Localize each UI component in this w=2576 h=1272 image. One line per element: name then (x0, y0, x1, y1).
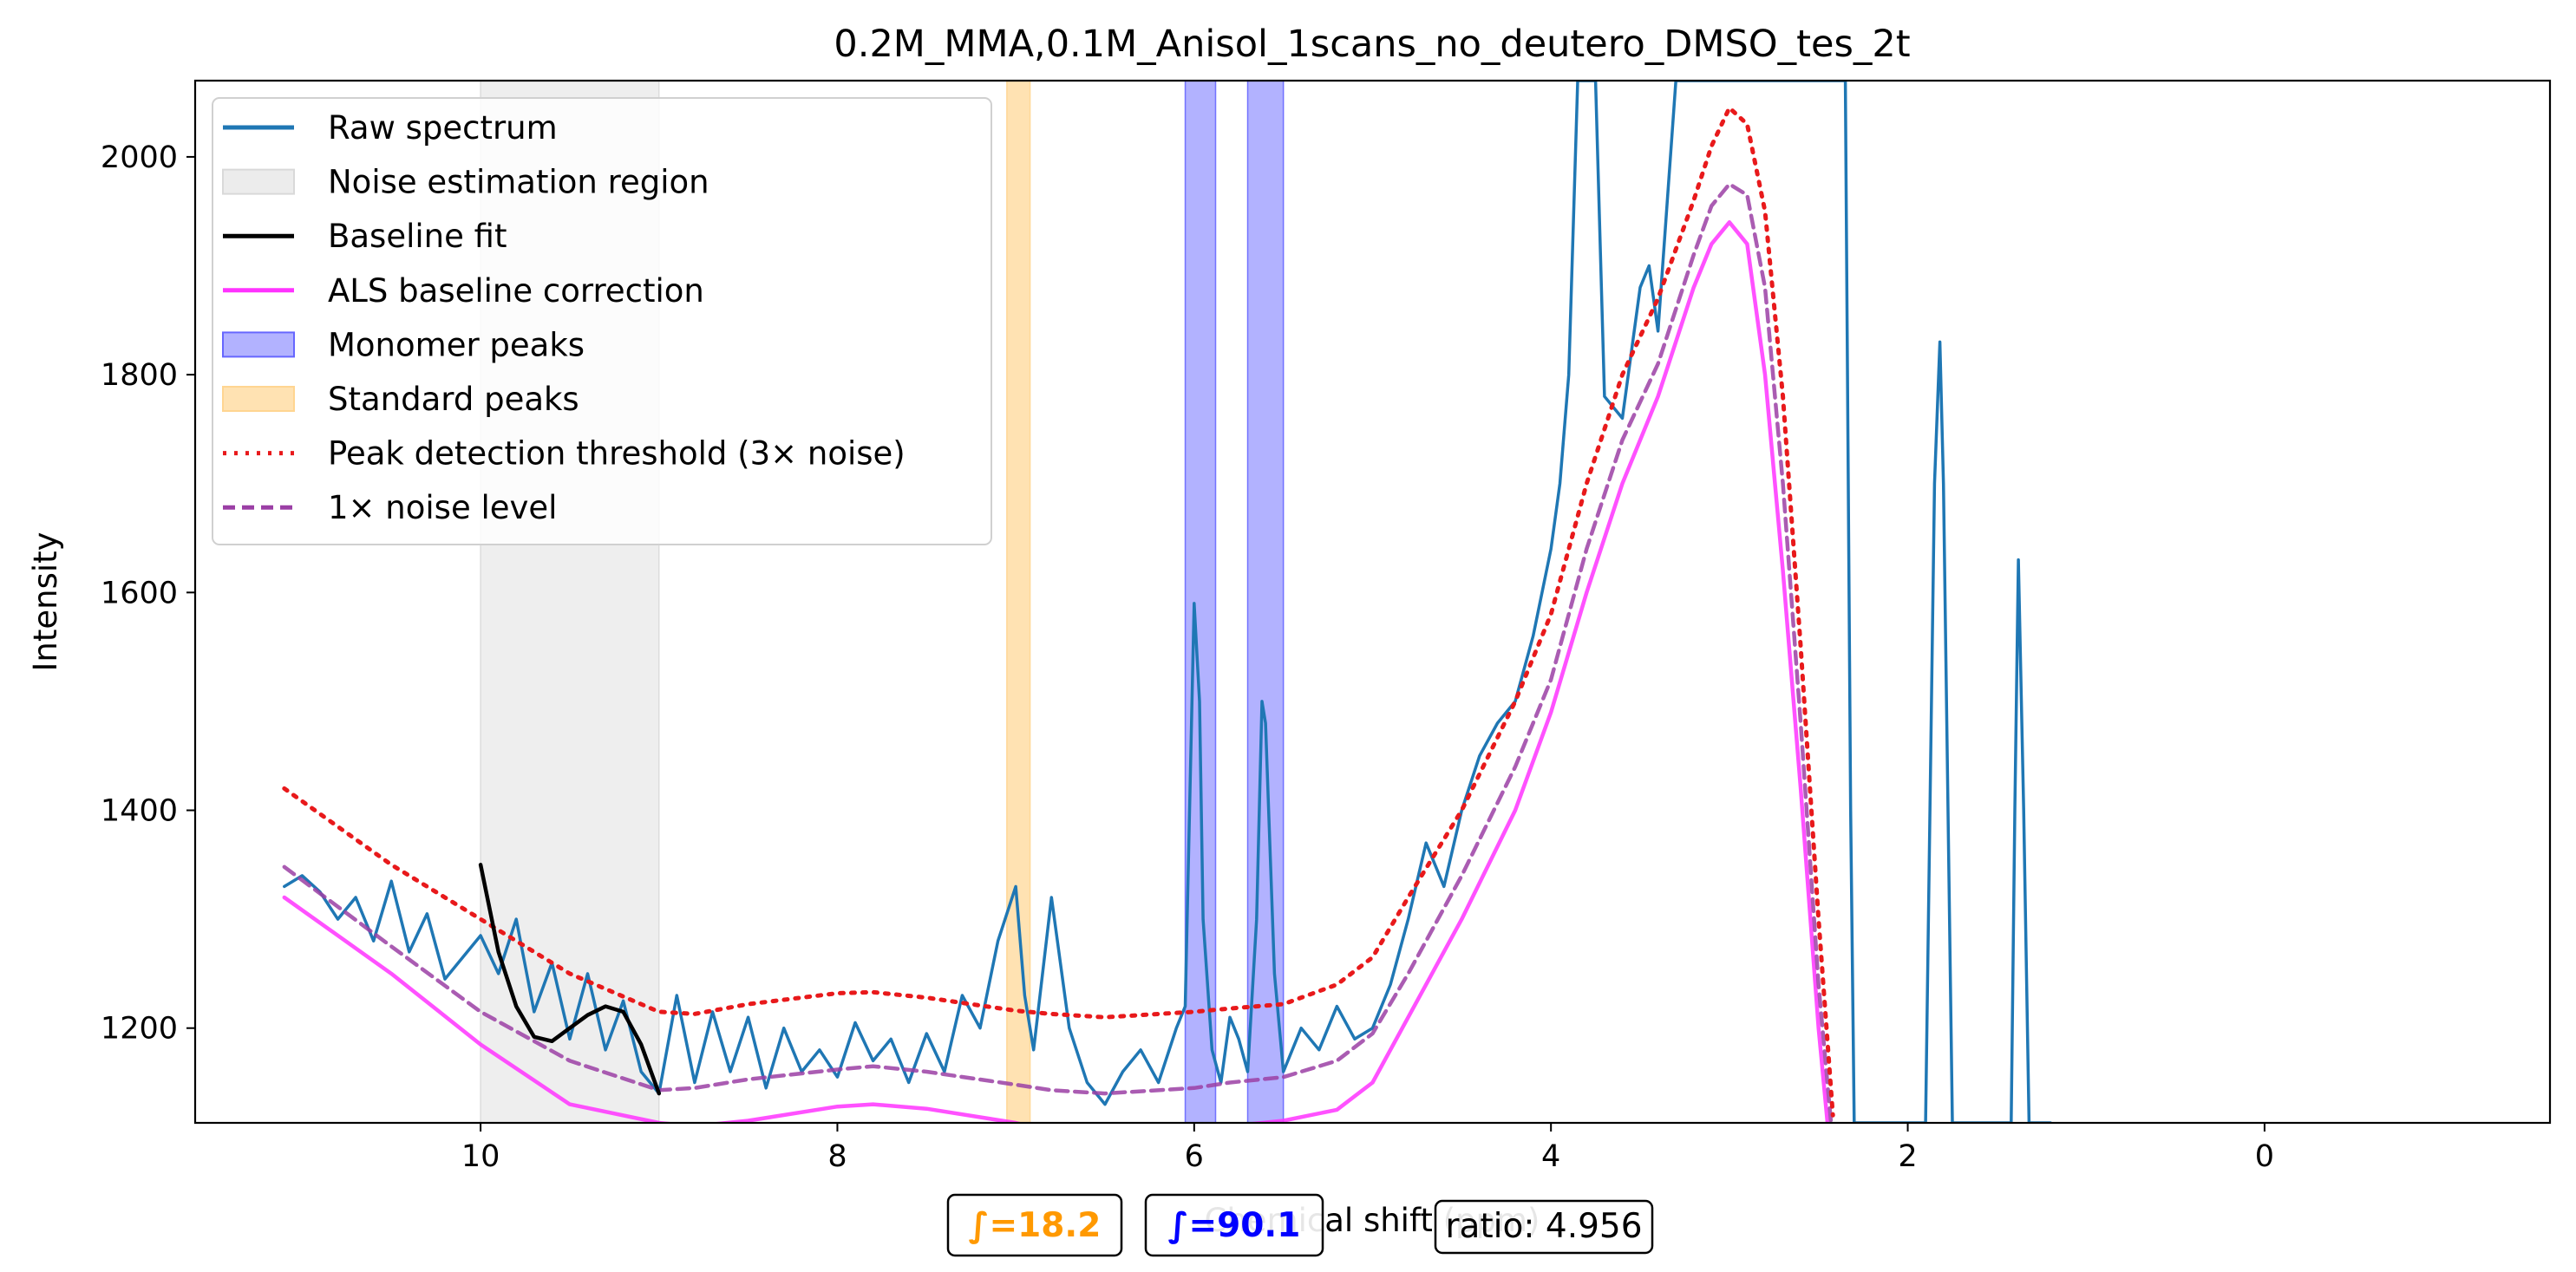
y-ticks: 1200 1400 1600 1800 2000 (101, 140, 195, 1047)
legend-label-als-baseline-correction: ALS baseline correction (328, 272, 704, 310)
x-tick-label: 4 (1541, 1139, 1560, 1174)
legend-label-noise-estimation-region: Noise estimation region (328, 164, 709, 201)
x-tick-label: 6 (1185, 1139, 1204, 1174)
y-axis-label: Intensity (27, 532, 64, 671)
y-tick-label: 2000 (101, 140, 178, 175)
baseline-fit-series (478, 863, 662, 1096)
plot-frame (193, 79, 2552, 1125)
x-tick-label: 8 (827, 1139, 847, 1174)
x-tick-label: 10 (461, 1139, 500, 1174)
annotation-1-text: ∫=18.2 (969, 1206, 1102, 1245)
annotations: ∫=18.2 ∫=90.1 ratio: 4.956 (946, 1193, 1654, 1257)
y-tick-label: 1600 (101, 576, 178, 610)
1-noise-level-series (282, 182, 1834, 1123)
legend-swatch-standard-peaks (222, 386, 295, 412)
legend-swatch-noise-estimation-region (222, 168, 295, 195)
legend-label-baseline-fit: Baseline fit (328, 218, 507, 255)
annotation-3-text: ratio: 4.956 (1445, 1207, 1642, 1246)
monomer-peaks-region-2 (1184, 81, 1217, 1123)
legend: Raw spectrum Noise estimation region Basel… (212, 97, 992, 545)
legend-label-peak-detection-threshold-3-noise: Peak detection threshold (3× noise) (328, 435, 906, 473)
legend-box (212, 97, 992, 545)
annotation-3-box (1434, 1199, 1654, 1255)
y-tick-label: 1200 (101, 1012, 178, 1047)
annotation-2-box (1144, 1193, 1324, 1257)
legend-label-standard-peaks: Standard peaks (328, 381, 579, 418)
standard-peaks-region-1 (1006, 81, 1031, 1123)
x-tick-label: 2 (1898, 1139, 1917, 1174)
x-tick-label: 0 (2255, 1139, 2274, 1174)
als-baseline-correction-series (282, 220, 1830, 1123)
legend-swatch-monomer-peaks (222, 331, 295, 358)
y-tick-label: 1800 (101, 358, 178, 393)
peak-detection-threshold-3-noise-series (282, 105, 1835, 1118)
legend-label-1-noise-level: 1× noise level (328, 489, 557, 526)
annotation-2-text: ∫=90.1 (1168, 1206, 1301, 1245)
x-ticks: 10 8 6 4 2 0 (461, 1123, 2274, 1174)
legend-label-raw-spectrum: Raw spectrum (328, 109, 558, 147)
y-tick-label: 1400 (101, 794, 178, 829)
chart-title: 0.2M_MMA,0.1M_Anisol_1scans_no_deutero_D… (834, 23, 1910, 66)
series-layer (282, 81, 2052, 1123)
annotation-1-box (946, 1193, 1123, 1257)
legend-label-monomer-peaks: Monomer peaks (328, 326, 585, 363)
